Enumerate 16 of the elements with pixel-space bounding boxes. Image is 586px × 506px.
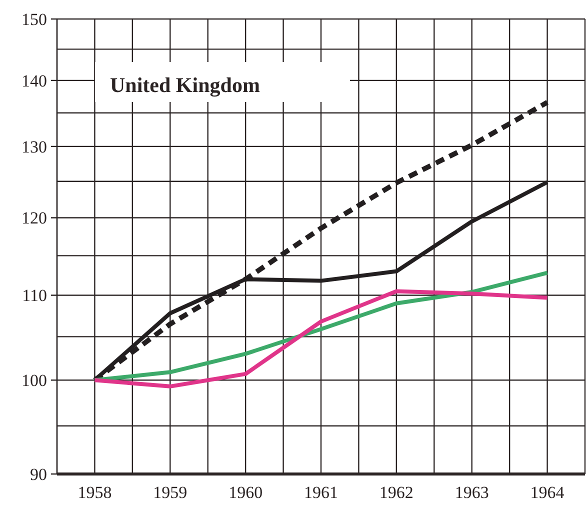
x-tick-label: 1964: [530, 483, 565, 502]
x-tick-label: 1963: [454, 483, 489, 502]
y-tick-label: 90: [30, 464, 47, 484]
x-tick-label: 1959: [153, 483, 188, 502]
text: United Kingdom: [110, 73, 260, 97]
x-tick-label: 1958: [78, 483, 112, 502]
x-tick-label: 1960: [228, 483, 263, 502]
y-tick-label: 150: [22, 10, 47, 29]
y-tick-label: 120: [22, 208, 47, 228]
line-series: [92, 289, 550, 388]
x-tick-label: 1961: [304, 483, 338, 502]
x-tick-label: 1962: [379, 483, 414, 502]
y-tick-label: 110: [22, 286, 47, 306]
y-tick-label: 140: [22, 71, 47, 90]
y-tick-label: 130: [22, 137, 47, 156]
y-tick-label: 100: [22, 371, 47, 390]
